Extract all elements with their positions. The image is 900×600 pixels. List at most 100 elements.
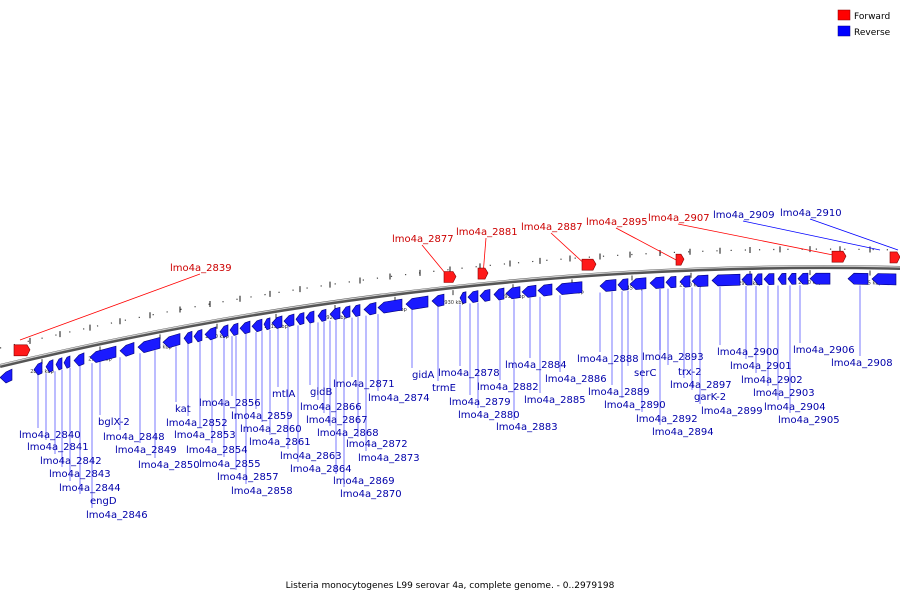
reverse-gene-feature (691, 274, 709, 287)
reverse-gene-label: lmo4a_2868 (317, 428, 379, 439)
reverse-gene-feature (537, 283, 553, 297)
tick-label: 2945 kbp (620, 286, 644, 292)
leader-line (809, 218, 899, 251)
reverse-gene-label: lmo4a_2861 (249, 437, 311, 448)
reverse-gene-label: lmo4a_2889 (588, 387, 650, 398)
forward-gene-label: lmo4a_2839 (170, 263, 232, 274)
tick-label: 2950 kbp (679, 283, 703, 289)
reverse-gene-feature (263, 317, 271, 331)
reverse-gene-label: lmo4a_2858 (231, 486, 293, 497)
reverse-gene-label: lmo4a_2879 (449, 397, 511, 408)
reverse-gene-label: lmo4a_2903 (753, 388, 815, 399)
reverse-gene-label: lmo4a_2884 (505, 360, 567, 371)
reverse-gene-feature (405, 295, 429, 310)
reverse-gene-feature (329, 306, 341, 321)
reverse-gene-label: lmo4a_2894 (652, 427, 714, 438)
reverse-gene-label: gidB (310, 387, 332, 398)
reverse-gene-feature (787, 272, 797, 285)
reverse-gene-label: lmo4a_2897 (670, 380, 732, 391)
reverse-gene-feature (317, 308, 327, 322)
reverse-gene-label: lmo4a_2850 (138, 460, 200, 471)
reverse-gene-feature (33, 361, 43, 376)
reverse-gene-feature (351, 304, 361, 317)
reverse-gene-feature (204, 326, 217, 341)
reverse-gene-label: lmo4a_2866 (300, 402, 362, 413)
reverse-gene-label: mtlA (272, 389, 295, 400)
map-caption: Listeria monocytogenes L99 serovar 4a, c… (286, 581, 615, 591)
reverse-gene-feature (871, 273, 897, 286)
reverse-gene-label: trx-2 (678, 367, 702, 378)
reverse-gene-label: lmo4a_2842 (40, 456, 102, 467)
leader-line (19, 273, 201, 341)
reverse-gene-label: lmo4a_2885 (524, 395, 586, 406)
reverse-gene-feature (521, 284, 537, 298)
forward-gene-label: lmo4a_2877 (392, 234, 454, 245)
reverse-gene-label: lmo4a_2874 (368, 393, 430, 404)
reverse-gene-feature (229, 322, 239, 336)
reverse-gene-label: lmo4a_2853 (174, 430, 236, 441)
reverse-gene-label: lmo4a_2869 (333, 476, 395, 487)
reverse-gene-label: lmo4a_2852 (166, 418, 228, 429)
reverse-gene-feature (459, 291, 467, 304)
reverse-gene-feature (555, 281, 583, 295)
reverse-gene-feature (89, 345, 117, 363)
reverse-gene-feature (493, 287, 505, 301)
reverse-gene-label: bglX-2 (98, 417, 130, 428)
forward-gene-feature (831, 250, 847, 263)
reverse-gene-feature (219, 324, 229, 338)
reverse-gene-label: lmo4a_2880 (458, 410, 520, 421)
reverse-gene-label: lmo4a_2890 (604, 400, 666, 411)
reverse-gene-label: lmo4a_2841 (27, 442, 89, 453)
reverse-gene-label: lmo4a_2906 (793, 345, 855, 356)
reverse-gene-feature (0, 368, 13, 384)
gene-features (0, 250, 900, 384)
legend-forward-swatch (837, 9, 851, 21)
reverse-gene-label: lmo4a_2899 (701, 406, 763, 417)
leader-line (677, 223, 839, 257)
forward-gene-feature (581, 258, 597, 271)
reverse-gene-label: lmo4a_2843 (49, 469, 111, 480)
reverse-gene-feature (283, 313, 295, 327)
reverse-gene-label: lmo4a_2840 (19, 430, 81, 441)
reverse-gene-label: lmo4a_2849 (115, 445, 177, 456)
reverse-gene-feature (797, 272, 809, 285)
reverse-gene-label: lmo4a_2844 (59, 483, 121, 494)
reverse-gene-label: lmo4a_2888 (577, 354, 639, 365)
forward-gene-feature (443, 271, 457, 283)
forward-gene-feature (13, 344, 31, 357)
reverse-gene-feature (377, 298, 403, 314)
reverse-gene-feature (711, 273, 741, 287)
reverse-gene-feature (295, 312, 305, 326)
reverse-gene-feature (73, 352, 85, 367)
forward-gene-label: lmo4a_2895 (586, 217, 648, 228)
legend-reverse-swatch (837, 25, 851, 37)
forward-gene-feature (675, 253, 685, 266)
reverse-gene-label: lmo4a_2900 (717, 347, 779, 358)
reverse-gene-label: engD (90, 496, 117, 507)
reverse-gene-label: lmo4a_2846 (86, 510, 148, 521)
legend-reverse-label: Reverse (854, 28, 891, 38)
reverse-gene-feature (753, 273, 763, 286)
reverse-gene-feature (665, 276, 677, 289)
reverse-gene-feature (341, 305, 351, 319)
leader-line (615, 227, 681, 263)
legend: Forward Reverse (837, 9, 891, 38)
reverse-gene-feature (183, 330, 193, 345)
reverse-gene-label: lmo4a_2854 (186, 445, 248, 456)
reverse-gene-label: serC (634, 368, 656, 379)
leader-line (742, 220, 881, 251)
leader-lines (19, 218, 899, 508)
reverse-gene-label: garK-2 (694, 392, 726, 403)
reverse-gene-feature (271, 315, 283, 329)
reverse-gene-label: kat (175, 404, 191, 415)
reverse-gene-feature (763, 273, 775, 285)
reverse-gene-feature (629, 277, 647, 290)
reverse-gene-feature (847, 272, 869, 285)
tick-label: 2930 kbp (441, 300, 465, 306)
genome-backbone (0, 265, 900, 368)
reverse-gene-feature (479, 289, 491, 302)
reverse-gene-feature (649, 276, 665, 289)
reverse-gene-label: lmo4a_2864 (290, 464, 352, 475)
reverse-gene-feature (137, 336, 161, 353)
